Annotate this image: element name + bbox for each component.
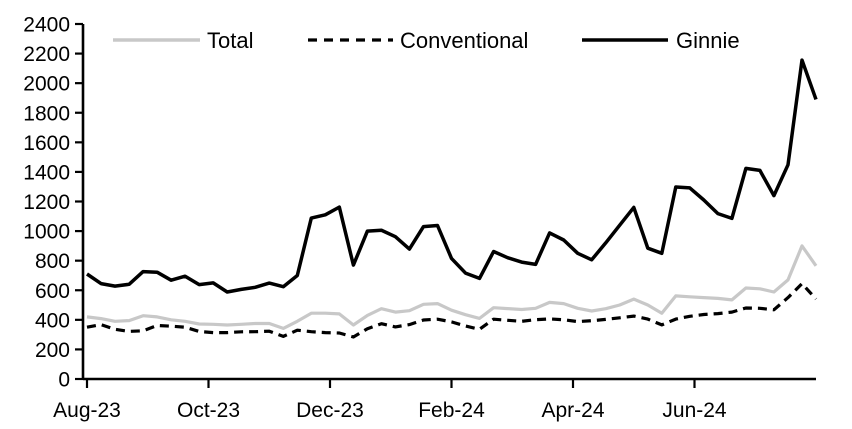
x-tick-label: Apr-24 <box>541 399 604 422</box>
y-tick-label: 1000 <box>23 221 70 244</box>
y-tick-label: 1200 <box>23 191 70 214</box>
y-tick-label: 800 <box>35 250 70 273</box>
y-tick-label: 400 <box>35 309 70 332</box>
chart-series <box>86 58 818 339</box>
y-tick-label: 1600 <box>23 132 70 155</box>
legend-label-ginnie: Ginnie <box>676 28 740 53</box>
chart-axes: 0 200 400 600 800 1000 1200 1400 1600 1800 2000 220… <box>23 14 816 422</box>
y-tick-label: 600 <box>35 280 70 303</box>
x-tick-label: Aug-23 <box>53 399 121 422</box>
y-tick-label: 2400 <box>23 14 70 37</box>
conventional-line <box>86 282 818 339</box>
x-tick-label: Dec-23 <box>296 399 364 422</box>
ginnie-line <box>86 58 818 294</box>
legend-label-total: Total <box>207 28 253 53</box>
total-line <box>86 244 818 330</box>
y-tick-label: 2200 <box>23 43 70 66</box>
y-tick-label: 0 <box>58 369 70 392</box>
x-tick-label: Feb-24 <box>418 399 485 422</box>
chart-legend: Total Conventional Ginnie <box>113 28 740 53</box>
x-tick-label: Oct-23 <box>177 399 240 422</box>
y-tick-label: 200 <box>35 339 70 362</box>
legend-label-conventional: Conventional <box>400 28 528 53</box>
x-tick-label: Jun-24 <box>662 399 727 422</box>
y-tick-label: 1800 <box>23 102 70 125</box>
y-tick-label: 1400 <box>23 161 70 184</box>
y-tick-label: 2000 <box>23 73 70 96</box>
